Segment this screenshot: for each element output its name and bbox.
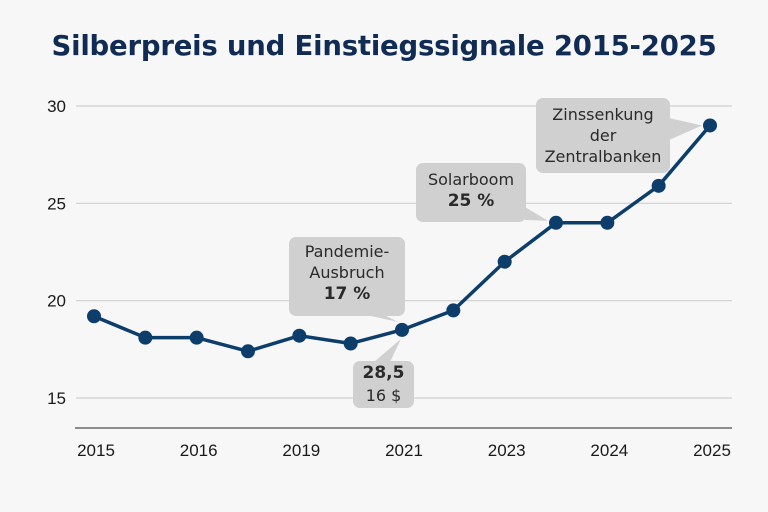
callout-tail [669,118,702,140]
x-tick-label: 2024 [590,441,628,460]
x-tick-label: 2023 [488,441,526,460]
callout-pandemie: Pandemie- Ausbruch 17 % [289,237,405,316]
data-point [241,344,255,359]
callout-value: 28,5 [362,363,405,383]
data-point [549,215,563,230]
callout-tail [374,338,401,362]
data-point [395,322,409,337]
callout-price: 28,5 16 $ [353,361,414,408]
data-point [292,328,307,343]
x-tick-label: 2025 [693,441,731,460]
callout-solarboom: Solarboom 25 % [416,163,526,222]
callout-text: 16 $ [365,386,402,405]
y-tick-label: 30 [47,97,66,116]
data-point [703,118,717,133]
callout-text: Pandemie- [304,242,390,261]
series-silberpreis [87,118,717,359]
callout-text: Zentralbanken [544,147,662,166]
callout-text: der [589,126,617,145]
chart-title: Silberpreis und Einstiegssignale 2015-20… [51,30,717,62]
callout-value: 17 % [323,284,371,304]
callout-text: Zinssenkung [552,105,654,124]
callout-tail [513,200,548,221]
y-tick-label: 15 [47,389,66,408]
x-tick-label: 2021 [385,441,423,460]
data-point [189,330,204,345]
callout-tails [366,118,702,362]
callout-text: Ausbruch [309,263,385,282]
callout-text: Solarboom [427,170,515,189]
y-tick-label: 25 [47,194,66,213]
x-tick-label: 2016 [180,441,218,460]
x-tick-labels: 2015 2016 2019 2021 2023 2024 2025 [77,441,731,460]
data-point [87,309,101,324]
y-tick-labels: 15 20 25 30 [47,97,66,408]
data-point [446,303,461,318]
data-point [651,178,666,193]
data-point [600,215,615,230]
x-tick-label: 2019 [282,441,320,460]
data-point [497,254,512,269]
callout-zinssenkung: Zinssenkung der Zentralbanken [536,98,670,173]
data-point [343,336,358,351]
data-point [138,330,153,345]
x-tick-label: 2015 [77,441,115,460]
y-tick-label: 20 [47,292,66,311]
callout-tail [366,315,398,322]
callout-value: 25 % [447,191,495,211]
